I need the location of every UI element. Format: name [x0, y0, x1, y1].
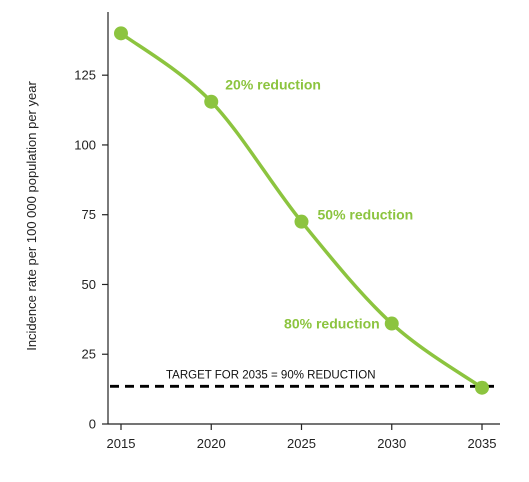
- annotation-80-reduction: 80% reduction: [284, 316, 380, 332]
- annotation-20-reduction: 20% reduction: [225, 77, 321, 93]
- x-ticks: 2015 2020 2025 2030 2035: [107, 424, 497, 451]
- target-group: TARGET FOR 2035 = 90% REDUCTION: [110, 369, 500, 388]
- y-ticks: 0 25 50 75 100 125: [74, 68, 108, 432]
- data-point-2025: [294, 214, 309, 229]
- data-point-2015: [114, 26, 128, 41]
- y-tick-label: 100: [74, 137, 96, 152]
- annotations: 20% reduction 50% reduction 80% reductio…: [225, 77, 413, 332]
- x-tick-label: 2020: [197, 436, 226, 451]
- y-axis-label: Incidence rate per 100 000 population pe…: [24, 81, 39, 351]
- y-tick-label: 0: [89, 417, 96, 432]
- annotation-50-reduction: 50% reduction: [318, 207, 414, 223]
- x-tick-label: 2035: [468, 436, 497, 451]
- y-tick-label: 25: [82, 347, 96, 362]
- y-tick-label: 75: [82, 207, 96, 222]
- axes: [107, 12, 500, 425]
- x-tick-label: 2030: [377, 436, 406, 451]
- y-tick-label: 125: [74, 68, 96, 83]
- data-point-2030: [384, 316, 399, 331]
- x-tick-label: 2025: [287, 436, 316, 451]
- x-tick-label: 2015: [107, 436, 136, 451]
- data-point-2020: [204, 94, 219, 109]
- data-point-2035: [475, 380, 489, 395]
- data-points: [114, 26, 489, 395]
- target-label: TARGET FOR 2035 = 90% REDUCTION: [166, 369, 376, 381]
- y-tick-label: 50: [82, 277, 96, 292]
